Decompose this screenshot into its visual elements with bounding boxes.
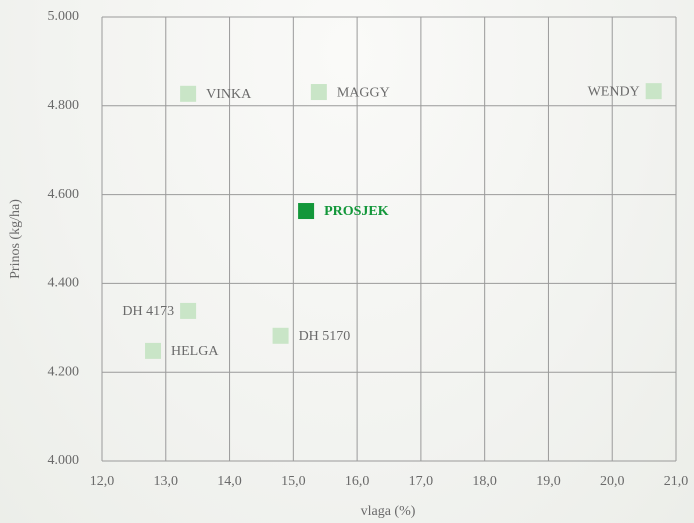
point [145,342,162,359]
point [310,84,327,101]
x-tick-label: 13,0 [154,474,179,489]
point-label: WENDY [588,84,640,99]
point-label: DH 4173 [122,304,174,319]
point [272,327,289,344]
y-tick-label: 4.400 [48,276,80,291]
y-tick-label: 4.800 [48,98,80,113]
point-label: MAGGY [337,85,390,100]
point-label: PROSJEK [324,204,389,219]
y-tick-label: 4.200 [48,364,80,379]
point-label: HELGA [171,344,219,359]
x-tick-label: 19,0 [536,474,561,489]
x-tick-label: 12,0 [90,474,115,489]
point-label: DH 5170 [299,329,351,344]
point-label: VINKA [206,87,252,102]
x-tick-label: 14,0 [217,474,242,489]
x-axis-title: vlaga (%) [361,504,416,519]
point [180,302,197,319]
y-axis-title: Prinos (kg/ha) [8,199,23,279]
point [180,85,197,102]
y-tick-label: 4.600 [48,187,80,202]
x-tick-label: 21,0 [664,474,689,489]
x-tick-label: 18,0 [472,474,497,489]
x-tick-label: 16,0 [345,474,370,489]
y-tick-label: 4.000 [48,453,80,468]
x-tick-label: 15,0 [281,474,306,489]
x-tick-label: 20,0 [600,474,625,489]
x-tick-label: 17,0 [409,474,434,489]
point [298,203,315,220]
point [645,83,662,100]
y-tick-label: 5.000 [48,9,80,24]
